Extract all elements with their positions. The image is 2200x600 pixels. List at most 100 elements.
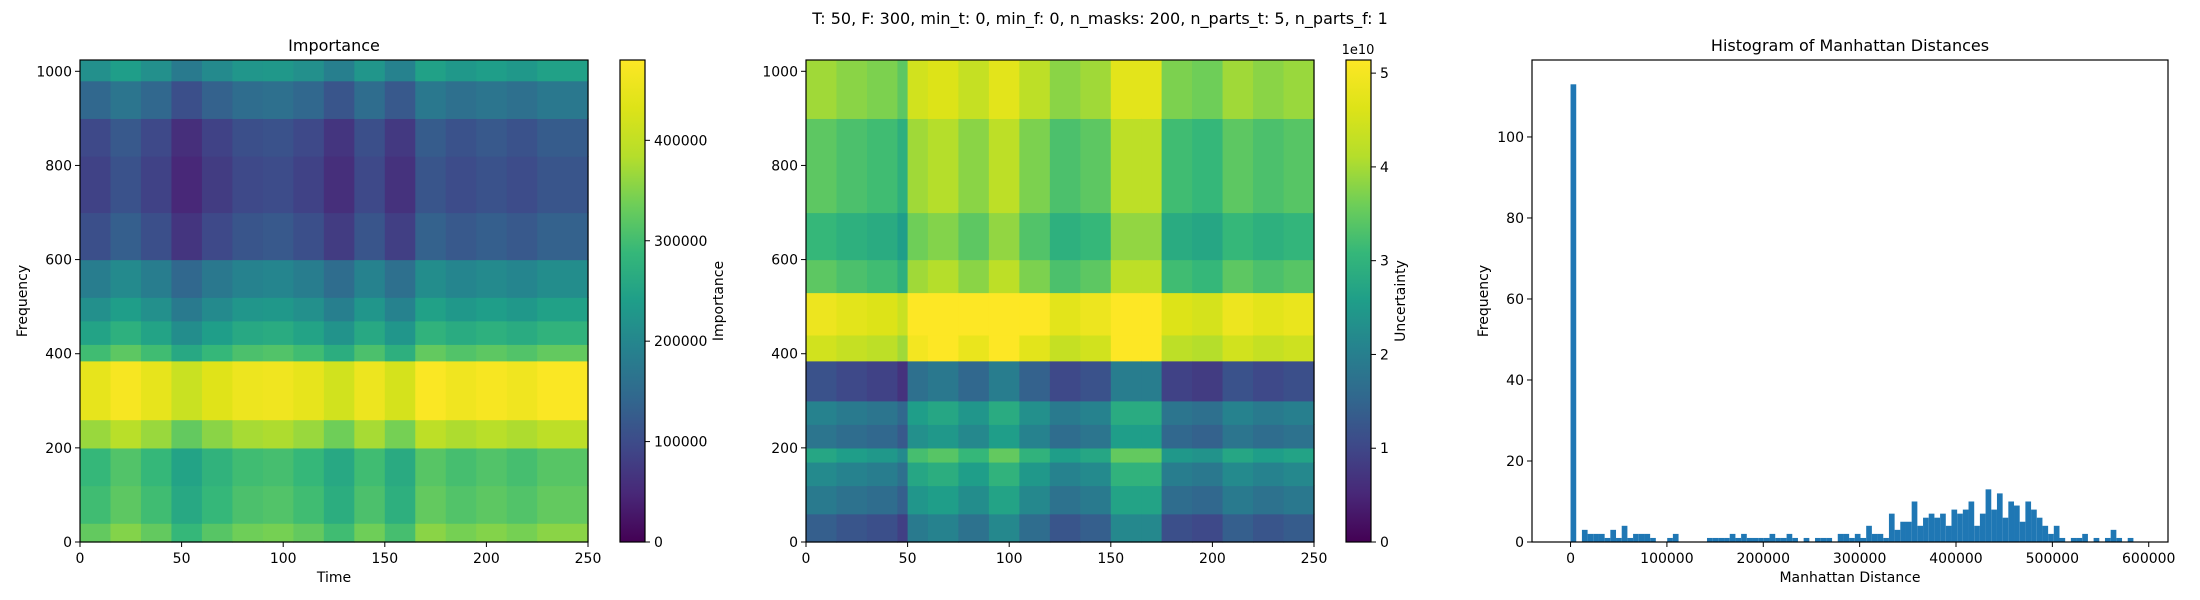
- heatmap-cell: [1161, 400, 1193, 425]
- heatmap-cell: [1283, 513, 1315, 543]
- heatmap-cell: [1222, 485, 1254, 515]
- heatmap-cell: [836, 513, 868, 543]
- heatmap-cell: [1019, 334, 1051, 362]
- heatmap-cell: [445, 259, 477, 298]
- heatmap-cell: [476, 118, 508, 157]
- histogram-bar: [1587, 533, 1594, 542]
- heatmap-cell: [80, 60, 112, 82]
- heatmap-cell: [293, 118, 325, 157]
- heatmap-cell: [958, 60, 990, 119]
- heatmap-cell: [476, 523, 508, 543]
- heatmap-cell: [958, 334, 990, 362]
- heatmap-cell: [232, 419, 264, 449]
- histogram-y-axis: 0 20 40 60 80 100: [1497, 130, 1532, 551]
- y-tick-label: 200: [771, 441, 798, 457]
- heatmap-cell: [907, 118, 929, 214]
- heatmap-cell: [1253, 60, 1285, 119]
- heatmap-cell: [927, 334, 959, 362]
- heatmap-cell: [1019, 461, 1051, 487]
- heatmap-cell: [537, 60, 589, 82]
- heatmap-cell: [445, 485, 477, 524]
- heatmap-cell: [988, 334, 1020, 362]
- heatmap-cell: [506, 259, 538, 298]
- heatmap-cell: [171, 485, 203, 524]
- heatmap-cell: [140, 60, 173, 82]
- heatmap-cell: [1080, 400, 1112, 425]
- heatmap-cell: [866, 400, 899, 425]
- heatmap-cell: [1192, 212, 1224, 261]
- heatmap-cell: [806, 513, 838, 543]
- heatmap-cell: [232, 60, 264, 82]
- heatmap-cell: [958, 513, 990, 543]
- histogram-bar: [1604, 537, 1611, 542]
- y-tick-label: 800: [45, 158, 72, 174]
- heatmap-cell: [201, 156, 233, 214]
- heatmap-cell: [1110, 485, 1142, 515]
- heatmap-cell: [140, 80, 173, 119]
- heatmap-cell: [201, 320, 233, 345]
- heatmap-cell: [1019, 447, 1051, 463]
- heatmap-cell: [537, 447, 589, 487]
- heatmap-cell: [836, 447, 868, 463]
- heatmap-cell: [1192, 447, 1224, 463]
- heatmap-cell: [506, 118, 538, 157]
- heatmap-cell: [866, 118, 899, 214]
- x-tick-label: 200000: [1737, 551, 1790, 567]
- heatmap-cell: [506, 360, 538, 421]
- heatmap-cell: [897, 334, 909, 362]
- heatmap-cell: [537, 419, 589, 449]
- histogram-bar: [2082, 533, 2088, 542]
- heatmap-cell: [1161, 360, 1193, 402]
- heatmap-cell: [836, 334, 868, 362]
- heatmap-cell: [1141, 513, 1163, 543]
- histogram-bar: [1923, 517, 1929, 542]
- uncertainty-x-axis: 0 50 100 150 200 250: [802, 542, 1327, 567]
- heatmap-cell: [415, 360, 447, 421]
- heatmap-cell: [415, 320, 447, 345]
- heatmap-cell: [958, 400, 990, 425]
- heatmap-cell: [384, 80, 416, 119]
- heatmap-cell: [201, 485, 233, 524]
- heatmap-cell: [806, 447, 838, 463]
- heatmap-cell: [354, 212, 386, 261]
- heatmap-cell: [866, 461, 899, 487]
- heatmap-cell: [866, 485, 899, 515]
- heatmap-cell: [958, 292, 990, 336]
- heatmap-cell: [323, 259, 355, 298]
- heatmap-cell: [866, 259, 899, 294]
- heatmap-cell: [110, 344, 142, 362]
- heatmap-cell: [1141, 461, 1163, 487]
- heatmap-cell: [445, 523, 477, 543]
- heatmap-cell: [1141, 292, 1163, 336]
- heatmap-cell: [476, 485, 508, 524]
- heatmap-cell: [201, 360, 233, 421]
- histogram-bar: [1712, 537, 1719, 542]
- heatmap-cell: [927, 60, 959, 119]
- heatmap-cell: [323, 80, 355, 119]
- heatmap-cell: [80, 344, 112, 362]
- heatmap-cell: [323, 156, 355, 214]
- heatmap-cell: [293, 80, 325, 119]
- histogram-bar: [1650, 537, 1656, 542]
- heatmap-cell: [171, 212, 203, 261]
- histogram-bar: [1979, 513, 1986, 542]
- importance-y-axis: 0 200 400 600 800 1000: [36, 64, 80, 551]
- heatmap-cell: [201, 419, 233, 449]
- heatmap-cell: [1110, 400, 1142, 425]
- heatmap-cell: [1192, 485, 1224, 515]
- colorbar-tick-label: 0: [1380, 535, 1389, 551]
- heatmap-cell: [1080, 447, 1112, 463]
- heatmap-cell: [80, 419, 112, 449]
- heatmap-cell: [1283, 292, 1315, 336]
- heatmap-cell: [1283, 400, 1315, 425]
- heatmap-cell: [110, 447, 142, 487]
- heatmap-cell: [476, 212, 508, 261]
- y-tick-label: 100: [1497, 130, 1524, 146]
- histogram-bar: [1706, 537, 1713, 542]
- heatmap-cell: [1019, 118, 1051, 214]
- uncertainty-colorbar-offset: 1e10: [1342, 43, 1375, 58]
- heatmap-cell: [415, 212, 447, 261]
- heatmap-cell: [1222, 292, 1254, 336]
- heatmap-cell: [1192, 60, 1224, 119]
- heatmap-cell: [354, 447, 386, 487]
